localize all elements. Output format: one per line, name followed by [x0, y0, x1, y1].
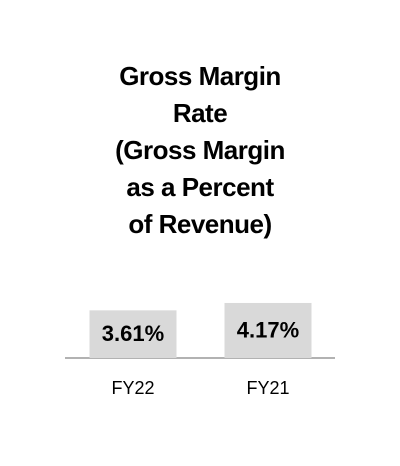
x-tick-label: FY21	[246, 378, 289, 398]
chart-title: Gross Margin Rate (Gross Margin as a Per…	[115, 61, 285, 239]
x-tick-label: FY22	[111, 378, 154, 398]
value-label: 4.17%	[237, 317, 299, 342]
bar	[224, 302, 312, 358]
bar	[89, 310, 177, 358]
value-label: 3.61%	[102, 321, 164, 346]
